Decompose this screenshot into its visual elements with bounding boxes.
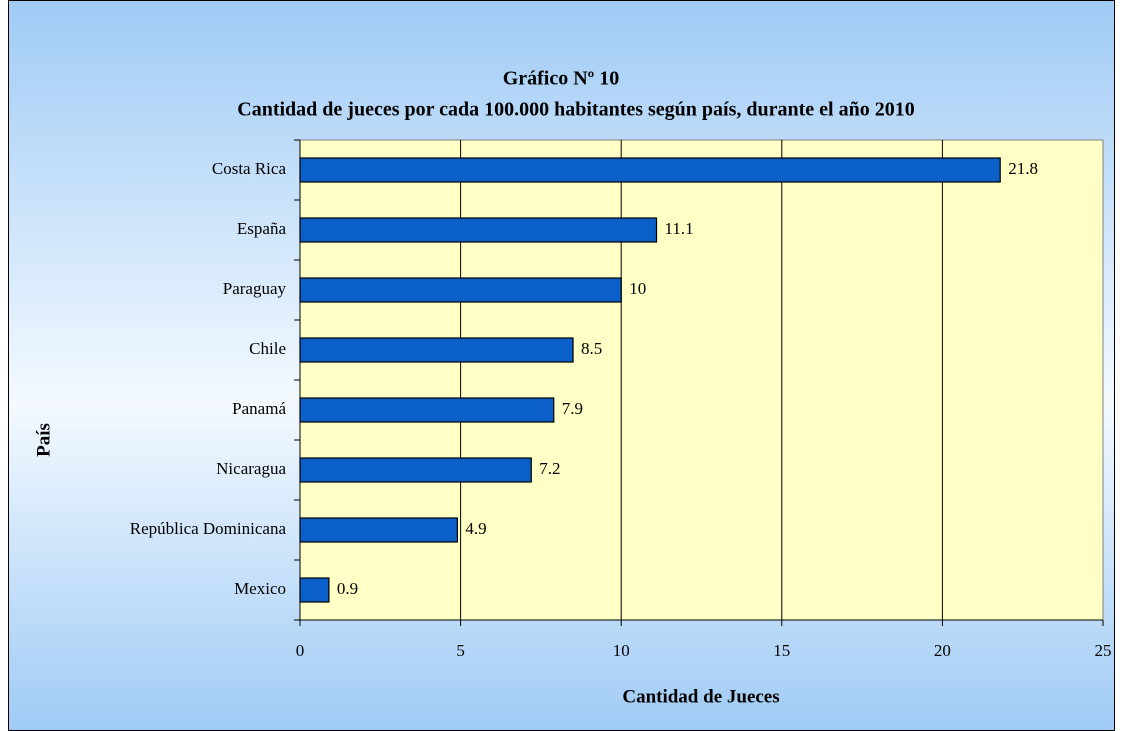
bar <box>299 397 555 423</box>
bar <box>299 157 1001 183</box>
data-label: 21.8 <box>1008 159 1038 178</box>
data-label: 0.9 <box>337 579 358 598</box>
y-tick-label: Mexico <box>234 579 286 598</box>
chart-subtitle: Cantidad de jueces por cada 100.000 habi… <box>237 99 914 121</box>
bar <box>299 457 532 483</box>
data-label: 7.9 <box>562 399 583 418</box>
bar <box>299 517 458 543</box>
y-axis-label: País <box>33 423 54 457</box>
data-label: 4.9 <box>465 519 486 538</box>
data-label: 8.5 <box>581 339 602 358</box>
data-label: 7.2 <box>539 459 560 478</box>
plot-area <box>299 139 1104 621</box>
bar <box>299 277 622 303</box>
x-tick-label: 0 <box>296 641 305 660</box>
x-tick-label: 5 <box>456 641 465 660</box>
x-axis-label: Cantidad de Jueces <box>622 686 779 707</box>
y-tick-label: España <box>237 219 287 238</box>
x-tick-label: 25 <box>1095 641 1112 660</box>
data-label: 11.1 <box>665 219 694 238</box>
bar <box>299 217 658 243</box>
data-label: 10 <box>629 279 646 298</box>
chart-title: Gráfico Nº 10 <box>503 68 620 90</box>
x-tick-label: 15 <box>773 641 790 660</box>
y-tick-label: Chile <box>249 339 286 358</box>
y-tick-label: República Dominicana <box>130 519 287 538</box>
bar <box>299 337 574 363</box>
x-tick-label: 20 <box>934 641 951 660</box>
y-tick-label: Panamá <box>232 399 286 418</box>
y-tick-label: Costa Rica <box>212 159 287 178</box>
y-tick-label: Paraguay <box>223 279 287 298</box>
x-tick-label: 10 <box>613 641 630 660</box>
y-tick-label: Nicaragua <box>216 459 286 478</box>
bar <box>299 577 330 603</box>
